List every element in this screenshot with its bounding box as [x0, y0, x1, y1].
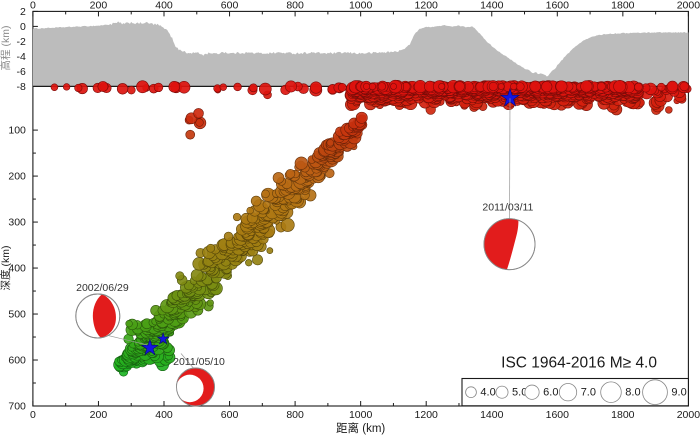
svg-text:2011/05/10: 2011/05/10 [173, 356, 225, 368]
svg-text:400: 400 [155, 409, 173, 421]
svg-text:-6: -6 [17, 66, 26, 78]
svg-text:2002/06/29: 2002/06/29 [76, 282, 129, 294]
svg-text:1400: 1400 [480, 409, 504, 421]
svg-text:1800: 1800 [611, 0, 635, 11]
svg-text:600: 600 [8, 355, 26, 367]
svg-text:1400: 1400 [480, 0, 504, 11]
svg-text:4.0: 4.0 [480, 387, 495, 399]
svg-text:-2: -2 [17, 36, 26, 48]
svg-text:0: 0 [20, 21, 26, 33]
svg-text:9.0: 9.0 [671, 387, 686, 399]
svg-text:700: 700 [8, 401, 26, 413]
svg-text:2011/03/11: 2011/03/11 [482, 202, 533, 214]
svg-text:1000: 1000 [349, 409, 373, 421]
svg-text:6.0: 6.0 [543, 387, 558, 399]
svg-text:8.0: 8.0 [625, 387, 640, 399]
svg-text:1800: 1800 [611, 409, 635, 421]
svg-text:500: 500 [8, 309, 26, 321]
svg-text:1000: 1000 [349, 0, 373, 11]
svg-text:距离 (km): 距离 (km) [336, 421, 385, 435]
svg-text:200: 200 [8, 171, 26, 183]
svg-text:0: 0 [30, 409, 36, 421]
svg-text:ISC 1964-2016 M≥ 4.0: ISC 1964-2016 M≥ 4.0 [501, 354, 657, 371]
svg-text:2000: 2000 [677, 0, 700, 11]
svg-text:1600: 1600 [546, 0, 570, 11]
svg-text:7.0: 7.0 [581, 387, 596, 399]
svg-text:0: 0 [30, 0, 36, 11]
svg-text:800: 800 [286, 0, 304, 11]
svg-text:高程 (km): 高程 (km) [0, 26, 12, 71]
svg-text:800: 800 [286, 409, 304, 421]
svg-text:2000: 2000 [677, 409, 700, 421]
svg-text:100: 100 [8, 125, 26, 137]
svg-text:-8: -8 [17, 81, 26, 93]
svg-text:深度 (km): 深度 (km) [0, 246, 12, 291]
svg-text:300: 300 [8, 217, 26, 229]
svg-text:1200: 1200 [415, 409, 439, 421]
svg-text:2: 2 [20, 6, 26, 18]
svg-text:1600: 1600 [546, 409, 570, 421]
svg-text:200: 200 [90, 0, 108, 11]
svg-text:400: 400 [155, 0, 173, 11]
svg-text:600: 600 [221, 0, 239, 11]
svg-text:1200: 1200 [415, 0, 439, 11]
svg-text:600: 600 [221, 409, 239, 421]
svg-text:-4: -4 [17, 51, 26, 63]
svg-text:200: 200 [90, 409, 108, 421]
